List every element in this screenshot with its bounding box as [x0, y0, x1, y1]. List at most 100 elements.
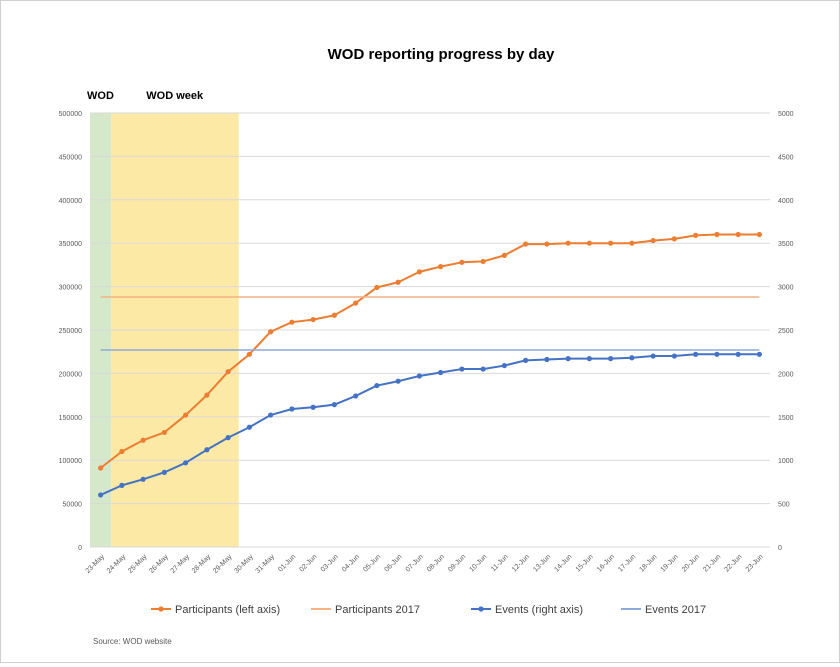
- data-point-events-right-axis: [416, 373, 422, 379]
- data-point-participants-left-axis: [183, 412, 189, 418]
- annotation-label: WOD: [87, 90, 114, 102]
- legend-marker: [478, 606, 484, 612]
- data-point-events-right-axis: [735, 351, 741, 357]
- x-tick-label: 23-May: [85, 553, 107, 575]
- data-point-participants-left-axis: [714, 231, 720, 238]
- left-tick-label: 0: [78, 545, 82, 552]
- left-tick-label: 350000: [59, 241, 82, 248]
- data-point-participants-left-axis: [331, 312, 337, 318]
- right-tick-label: 2000: [778, 371, 794, 378]
- x-tick-label: 16-Jun: [596, 553, 616, 573]
- data-point-events-right-axis: [119, 482, 125, 488]
- data-point-participants-left-axis: [586, 240, 592, 246]
- data-point-participants-left-axis: [693, 232, 699, 238]
- data-point-participants-left-axis: [459, 259, 465, 265]
- right-tick-label: 3000: [778, 285, 794, 292]
- x-tick-label: 02-Jun: [298, 553, 318, 573]
- data-point-events-right-axis: [225, 435, 231, 441]
- data-point-participants-left-axis: [501, 252, 507, 258]
- x-tick-label: 28-May: [191, 553, 213, 575]
- data-point-events-right-axis: [501, 362, 507, 369]
- x-tick-label: 14-Jun: [553, 553, 573, 573]
- series-line-events-right-axis: [100, 353, 760, 496]
- data-point-events-right-axis: [183, 460, 189, 466]
- data-point-participants-left-axis: [650, 237, 656, 244]
- data-point-events-right-axis: [608, 356, 614, 362]
- data-point-events-right-axis: [438, 369, 444, 376]
- x-tick-label: 06-Jun: [383, 553, 403, 573]
- data-point-events-right-axis: [756, 351, 762, 357]
- data-point-events-right-axis: [374, 382, 380, 389]
- data-point-events-right-axis: [246, 424, 252, 430]
- legend-label: Participants (left axis): [175, 604, 280, 616]
- x-tick-label: 18-Jun: [638, 553, 658, 573]
- x-tick-label: 09-Jun: [447, 553, 467, 573]
- x-tick-label: 21-Jun: [702, 553, 722, 573]
- legend-label: Events 2017: [645, 604, 706, 616]
- data-point-participants-left-axis: [119, 448, 125, 455]
- data-point-participants-left-axis: [395, 279, 401, 285]
- data-point-participants-left-axis: [161, 429, 167, 436]
- x-tick-label: 19-Jun: [660, 553, 680, 573]
- data-point-events-right-axis: [693, 351, 699, 357]
- left-tick-label: 200000: [59, 371, 82, 378]
- data-point-events-right-axis: [629, 355, 635, 361]
- data-point-participants-left-axis: [289, 319, 295, 325]
- x-tick-label: 20-Jun: [681, 553, 701, 573]
- data-point-events-right-axis: [650, 353, 656, 359]
- data-point-events-right-axis: [480, 366, 486, 372]
- right-tick-label: 5000: [778, 111, 794, 118]
- x-tick-label: 25-May: [127, 553, 149, 575]
- data-point-events-right-axis: [671, 353, 677, 359]
- right-tick-label: 3500: [778, 241, 794, 248]
- data-point-participants-left-axis: [671, 236, 677, 242]
- source-note: Source: WOD website: [93, 637, 172, 646]
- left-tick-label: 400000: [59, 198, 82, 205]
- data-point-events-right-axis: [395, 378, 401, 384]
- annotation-label: WOD week: [146, 90, 204, 102]
- data-point-participants-left-axis: [544, 241, 550, 247]
- x-tick-label: 17-Jun: [617, 553, 637, 573]
- x-tick-label: 31-May: [255, 553, 277, 575]
- data-point-events-right-axis: [268, 412, 274, 418]
- data-point-participants-left-axis: [374, 284, 380, 291]
- x-tick-label: 03-Jun: [320, 553, 340, 573]
- data-point-events-right-axis: [586, 356, 592, 362]
- data-point-events-right-axis: [459, 366, 465, 372]
- x-tick-label: 01-Jun: [277, 553, 297, 573]
- data-point-participants-left-axis: [756, 231, 762, 238]
- data-point-participants-left-axis: [204, 392, 210, 398]
- data-point-events-right-axis: [544, 356, 550, 363]
- x-tick-label: 29-May: [212, 553, 234, 575]
- left-tick-label: 300000: [59, 285, 82, 292]
- x-tick-label: 08-Jun: [426, 553, 446, 573]
- data-point-events-right-axis: [565, 356, 571, 362]
- x-tick-label: 22-Jun: [723, 553, 743, 573]
- x-tick-label: 07-Jun: [405, 553, 425, 573]
- right-tick-label: 4500: [778, 154, 794, 161]
- data-point-participants-left-axis: [246, 351, 252, 357]
- x-tick-label: 04-Jun: [341, 553, 361, 573]
- data-point-participants-left-axis: [98, 465, 104, 471]
- left-tick-label: 100000: [59, 458, 82, 465]
- right-tick-label: 4000: [778, 198, 794, 205]
- data-point-events-right-axis: [161, 469, 167, 475]
- x-tick-label: 24-May: [106, 553, 128, 575]
- data-point-participants-left-axis: [438, 264, 444, 270]
- data-point-events-right-axis: [523, 357, 529, 363]
- data-point-events-right-axis: [331, 402, 337, 408]
- data-point-participants-left-axis: [480, 258, 486, 265]
- data-point-participants-left-axis: [268, 329, 274, 335]
- x-tick-label: 15-Jun: [575, 553, 595, 573]
- right-tick-label: 1000: [778, 458, 794, 465]
- left-tick-label: 250000: [59, 328, 82, 335]
- left-tick-label: 450000: [59, 154, 82, 161]
- data-point-participants-left-axis: [225, 369, 231, 375]
- data-point-participants-left-axis: [310, 316, 316, 323]
- data-point-events-right-axis: [353, 393, 359, 399]
- x-tick-label: 13-Jun: [532, 553, 552, 573]
- data-point-participants-left-axis: [353, 300, 359, 306]
- x-tick-label: 27-May: [170, 553, 192, 575]
